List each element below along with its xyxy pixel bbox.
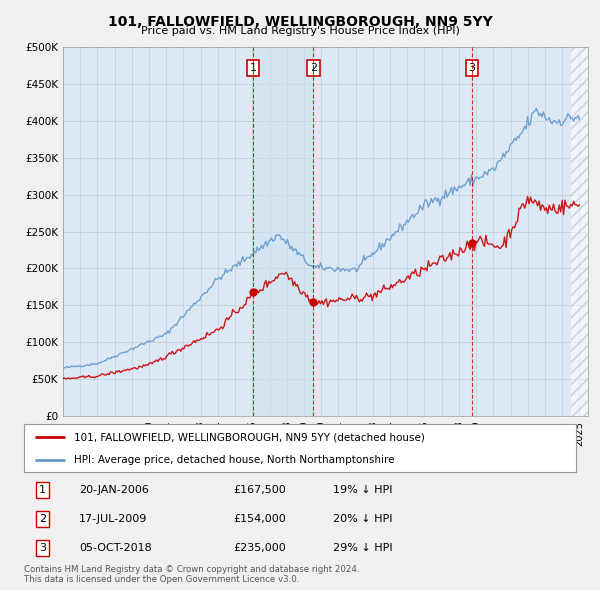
Text: £154,000: £154,000 [234,514,287,524]
Text: 05-OCT-2018: 05-OCT-2018 [79,543,152,553]
Text: HPI: Average price, detached house, North Northamptonshire: HPI: Average price, detached house, Nort… [74,455,394,465]
Text: 101, FALLOWFIELD, WELLINGBOROUGH, NN9 5YY (detached house): 101, FALLOWFIELD, WELLINGBOROUGH, NN9 5Y… [74,432,425,442]
Text: 3: 3 [39,543,46,553]
Bar [253,47,313,416]
Bar [571,47,588,416]
Text: Contains HM Land Registry data © Crown copyright and database right 2024.: Contains HM Land Registry data © Crown c… [24,565,359,573]
Text: 19% ↓ HPI: 19% ↓ HPI [333,485,392,495]
Text: 29% ↓ HPI: 29% ↓ HPI [333,543,393,553]
Text: This data is licensed under the Open Government Licence v3.0.: This data is licensed under the Open Gov… [24,575,299,584]
Text: 101, FALLOWFIELD, WELLINGBOROUGH, NN9 5YY: 101, FALLOWFIELD, WELLINGBOROUGH, NN9 5Y… [107,15,493,29]
Text: Price paid vs. HM Land Registry's House Price Index (HPI): Price paid vs. HM Land Registry's House … [140,26,460,36]
Text: £235,000: £235,000 [234,543,287,553]
Text: 1: 1 [39,485,46,495]
Text: 2: 2 [38,514,46,524]
Text: 17-JUL-2009: 17-JUL-2009 [79,514,148,524]
Text: 2: 2 [310,63,317,73]
Text: 1: 1 [250,63,257,73]
Text: 3: 3 [469,63,475,73]
Text: 20% ↓ HPI: 20% ↓ HPI [333,514,392,524]
Text: 20-JAN-2006: 20-JAN-2006 [79,485,149,495]
Text: £167,500: £167,500 [234,485,287,495]
